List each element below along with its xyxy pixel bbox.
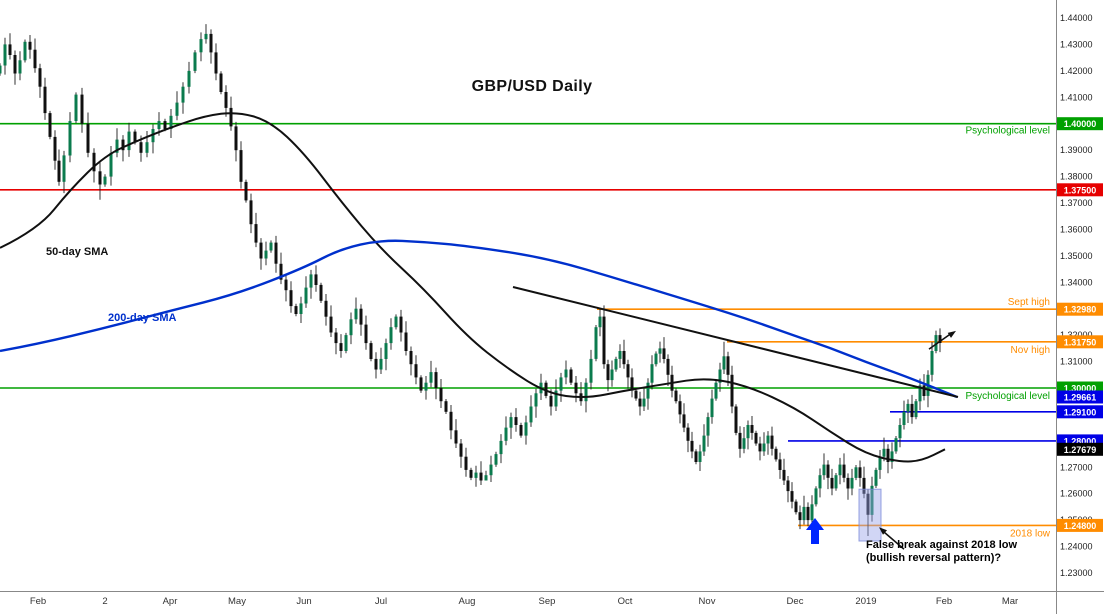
svg-text:Apr: Apr [163,596,178,607]
svg-text:1.27679: 1.27679 [1064,445,1097,455]
svg-text:1.42000: 1.42000 [1060,66,1093,76]
svg-text:Nov: Nov [699,596,716,607]
level-labels: Psychological level Sept high Nov high Psyc… [966,126,1051,540]
svg-text:1.29661: 1.29661 [1064,393,1097,403]
annotation-pointer-arrow[interactable] [879,527,905,550]
svg-text:2: 2 [102,596,107,607]
svg-text:1.44000: 1.44000 [1060,13,1093,23]
trendline[interactable] [512,286,959,398]
svg-text:1.37500: 1.37500 [1064,185,1097,195]
svg-text:Sept high: Sept high [1008,297,1050,308]
svg-text:May: May [228,596,246,607]
svg-text:1.28000: 1.28000 [1064,436,1097,446]
svg-text:Feb: Feb [936,596,952,607]
candlesticks [0,24,942,536]
svg-text:1.37000: 1.37000 [1060,198,1093,208]
svg-text:Aug: Aug [459,596,476,607]
svg-text:1.39000: 1.39000 [1060,145,1093,155]
svg-text:1.31750: 1.31750 [1064,337,1097,347]
axis-badges: 1.40000 1.37500 1.32980 1.31750 1.300001.296… [1057,117,1103,532]
projection-arrow[interactable] [928,330,956,350]
svg-text:Feb: Feb [30,596,46,607]
svg-text:Psychological level: Psychological level [966,126,1051,137]
svg-text:1.23000: 1.23000 [1060,568,1093,578]
svg-text:Psychological level: Psychological level [966,391,1051,402]
svg-text:1.43000: 1.43000 [1060,39,1093,49]
svg-text:1.35000: 1.35000 [1060,251,1093,261]
svg-text:Mar: Mar [1002,596,1018,607]
svg-text:1.27000: 1.27000 [1060,462,1093,472]
svg-text:1.40000: 1.40000 [1064,119,1097,129]
svg-text:1.41000: 1.41000 [1060,92,1093,102]
svg-text:1.32000: 1.32000 [1060,330,1093,340]
svg-text:Sep: Sep [539,596,556,607]
svg-text:1.30000: 1.30000 [1064,384,1097,394]
svg-text:2018 low: 2018 low [1010,528,1051,539]
svg-text:1.38000: 1.38000 [1060,172,1093,182]
price-levels[interactable] [0,122,1056,527]
svg-text:1.31000: 1.31000 [1060,357,1093,367]
svg-text:1.34000: 1.34000 [1060,277,1093,287]
sma-50-line[interactable] [0,112,946,463]
svg-text:1.26000: 1.26000 [1060,489,1093,499]
svg-text:1.24000: 1.24000 [1060,542,1093,552]
svg-text:Dec: Dec [787,596,804,607]
svg-text:1.36000: 1.36000 [1060,224,1093,234]
svg-text:Nov high: Nov high [1011,345,1050,356]
highlight-box[interactable] [858,488,882,542]
sma-200-line[interactable] [0,239,958,399]
svg-text:1.32980: 1.32980 [1064,305,1097,315]
up-arrow-marker[interactable] [806,518,824,544]
svg-text:1.24800: 1.24800 [1064,521,1097,531]
svg-text:Jun: Jun [296,596,311,607]
time-axis[interactable]: Feb 2 Apr May Jun Jul Aug Sep Oct Nov Dec 2019 Feb Ma… [30,596,1018,607]
svg-text:Oct: Oct [618,596,633,607]
svg-text:Jul: Jul [375,596,387,607]
svg-text:2019: 2019 [855,596,876,607]
svg-text:1.29100: 1.29100 [1064,407,1097,417]
